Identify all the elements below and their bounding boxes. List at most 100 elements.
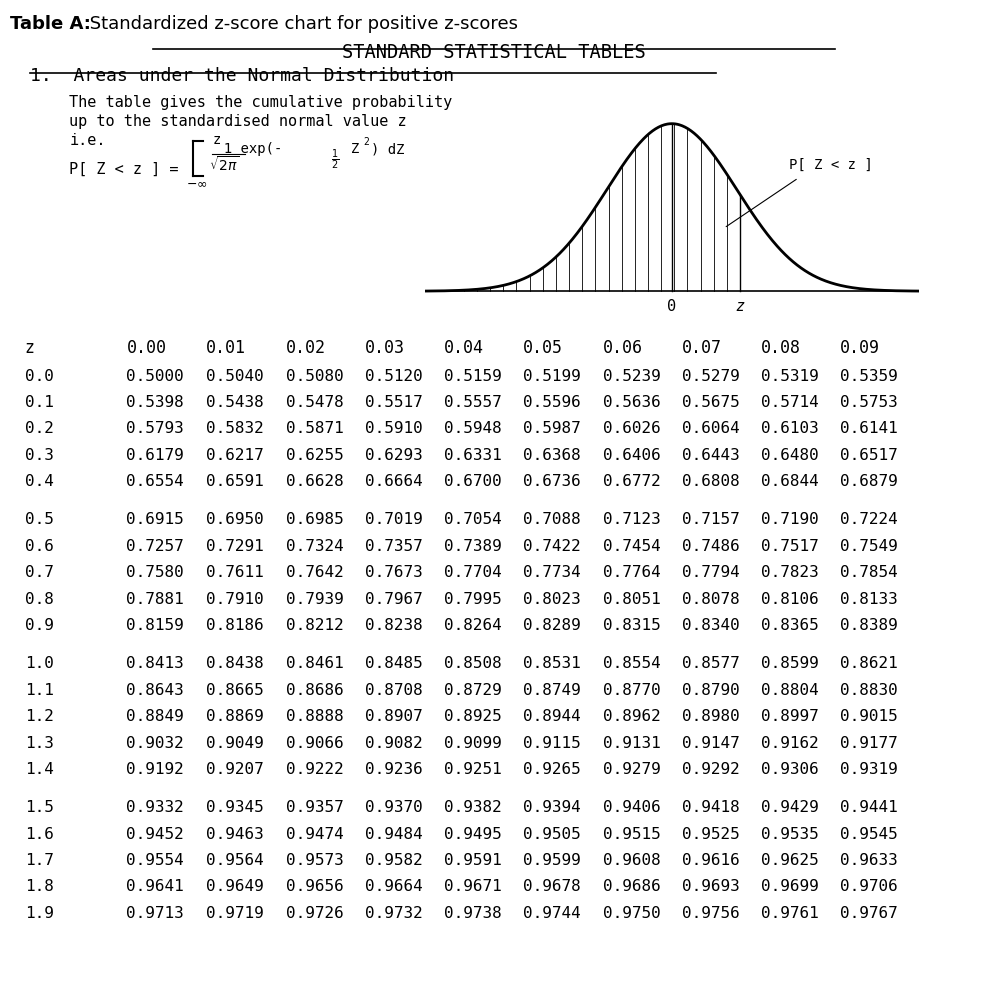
Text: 0.6: 0.6 — [25, 539, 53, 554]
Text: P[ Z < z ] =: P[ Z < z ] = — [69, 161, 179, 176]
Text: 0.9319: 0.9319 — [840, 762, 897, 777]
Text: 0.9452: 0.9452 — [126, 827, 184, 842]
Text: 0.7019: 0.7019 — [365, 512, 422, 528]
Text: 0.9222: 0.9222 — [286, 762, 343, 777]
Text: 0.6255: 0.6255 — [286, 447, 343, 463]
Text: 0.9573: 0.9573 — [286, 853, 343, 869]
Text: 1.  Areas under the Normal Distribution: 1. Areas under the Normal Distribution — [30, 67, 453, 85]
Text: 0.9306: 0.9306 — [761, 762, 818, 777]
Text: 0.8770: 0.8770 — [603, 683, 660, 698]
Text: 0.9582: 0.9582 — [365, 853, 422, 869]
Text: 0.7357: 0.7357 — [365, 539, 422, 554]
Text: 0.8: 0.8 — [25, 592, 53, 607]
Text: 1.8: 1.8 — [25, 879, 53, 894]
Text: STANDARD STATISTICAL TABLES: STANDARD STATISTICAL TABLES — [342, 43, 646, 62]
Text: i.e.: i.e. — [69, 133, 106, 148]
Text: 0.5793: 0.5793 — [126, 421, 184, 436]
Text: 0.8997: 0.8997 — [761, 709, 818, 724]
Text: 0.7088: 0.7088 — [523, 512, 580, 528]
Text: 0.8289: 0.8289 — [523, 618, 580, 633]
Text: 0.5753: 0.5753 — [840, 394, 897, 410]
Text: up to the standardised normal value z: up to the standardised normal value z — [69, 114, 407, 128]
Text: 0.6331: 0.6331 — [444, 447, 501, 463]
Text: 0.01: 0.01 — [206, 339, 245, 357]
Text: 0.6879: 0.6879 — [840, 474, 897, 489]
Text: 0.9032: 0.9032 — [126, 736, 184, 751]
Text: 0.02: 0.02 — [286, 339, 325, 357]
Text: 0.9049: 0.9049 — [206, 736, 263, 751]
Text: 0.9671: 0.9671 — [444, 879, 501, 894]
Text: 0.9082: 0.9082 — [365, 736, 422, 751]
Text: 0.8238: 0.8238 — [365, 618, 422, 633]
Text: 0.1: 0.1 — [25, 394, 53, 410]
Text: 0: 0 — [667, 299, 677, 314]
Text: 0.6664: 0.6664 — [365, 474, 422, 489]
Text: 0.8665: 0.8665 — [206, 683, 263, 698]
Text: 0.6064: 0.6064 — [682, 421, 739, 436]
Text: 0.5319: 0.5319 — [761, 369, 818, 383]
Text: 0.9599: 0.9599 — [523, 853, 580, 869]
Text: 0.7054: 0.7054 — [444, 512, 501, 528]
Text: 0.6915: 0.6915 — [126, 512, 184, 528]
Text: 0.5517: 0.5517 — [365, 394, 422, 410]
Text: 0.9699: 0.9699 — [761, 879, 818, 894]
Text: 0.5398: 0.5398 — [126, 394, 184, 410]
Text: 0.9515: 0.9515 — [603, 827, 660, 842]
Text: 0.9744: 0.9744 — [523, 906, 580, 921]
Text: 0.8554: 0.8554 — [603, 656, 660, 671]
Text: 0.5040: 0.5040 — [206, 369, 263, 383]
Text: z: z — [212, 133, 220, 147]
Text: 0.5636: 0.5636 — [603, 394, 660, 410]
Text: 0.9441: 0.9441 — [840, 801, 897, 816]
Text: 0.5: 0.5 — [25, 512, 53, 528]
Text: 0.8365: 0.8365 — [761, 618, 818, 633]
Text: 0.7854: 0.7854 — [840, 565, 897, 581]
Text: 0.9525: 0.9525 — [682, 827, 739, 842]
Text: 0.9192: 0.9192 — [126, 762, 184, 777]
Text: 0.7190: 0.7190 — [761, 512, 818, 528]
Text: 0.9625: 0.9625 — [761, 853, 818, 869]
Text: z: z — [735, 299, 745, 314]
Text: 0.6628: 0.6628 — [286, 474, 343, 489]
Text: 0.6141: 0.6141 — [840, 421, 897, 436]
Text: 0.8212: 0.8212 — [286, 618, 343, 633]
Text: 0.7454: 0.7454 — [603, 539, 660, 554]
Text: 0.9177: 0.9177 — [840, 736, 897, 751]
Text: 0.9641: 0.9641 — [126, 879, 184, 894]
Text: 0.3: 0.3 — [25, 447, 53, 463]
Text: 0.9357: 0.9357 — [286, 801, 343, 816]
Text: 0.6985: 0.6985 — [286, 512, 343, 528]
Text: 0.8980: 0.8980 — [682, 709, 739, 724]
Text: 0.7157: 0.7157 — [682, 512, 739, 528]
Text: 0.7764: 0.7764 — [603, 565, 660, 581]
Text: 1.2: 1.2 — [25, 709, 53, 724]
Text: 0.7642: 0.7642 — [286, 565, 343, 581]
Text: 0.7823: 0.7823 — [761, 565, 818, 581]
Text: 0.9535: 0.9535 — [761, 827, 818, 842]
Text: 0.8790: 0.8790 — [682, 683, 739, 698]
Text: 0.7910: 0.7910 — [206, 592, 263, 607]
Text: $-\infty$: $-\infty$ — [186, 177, 207, 190]
Text: 0.9474: 0.9474 — [286, 827, 343, 842]
Text: 0.6517: 0.6517 — [840, 447, 897, 463]
Text: 0.7291: 0.7291 — [206, 539, 263, 554]
Text: 0.8804: 0.8804 — [761, 683, 818, 698]
Text: 1.0: 1.0 — [25, 656, 53, 671]
Text: 0.8686: 0.8686 — [286, 683, 343, 698]
Text: 0.7704: 0.7704 — [444, 565, 501, 581]
Text: 0.9761: 0.9761 — [761, 906, 818, 921]
Text: 0.7224: 0.7224 — [840, 512, 897, 528]
Text: 1.1: 1.1 — [25, 683, 53, 698]
Text: 0.8340: 0.8340 — [682, 618, 739, 633]
Text: 0.5832: 0.5832 — [206, 421, 263, 436]
Text: 0.9706: 0.9706 — [840, 879, 897, 894]
Text: 0.8133: 0.8133 — [840, 592, 897, 607]
Text: 0.5987: 0.5987 — [523, 421, 580, 436]
Text: 0.9767: 0.9767 — [840, 906, 897, 921]
Text: 0.6217: 0.6217 — [206, 447, 263, 463]
Text: 0.8078: 0.8078 — [682, 592, 739, 607]
Text: 1 exp(-: 1 exp(- — [207, 142, 283, 156]
Text: 0.6591: 0.6591 — [206, 474, 263, 489]
Text: 0.6293: 0.6293 — [365, 447, 422, 463]
Text: 0.5871: 0.5871 — [286, 421, 343, 436]
